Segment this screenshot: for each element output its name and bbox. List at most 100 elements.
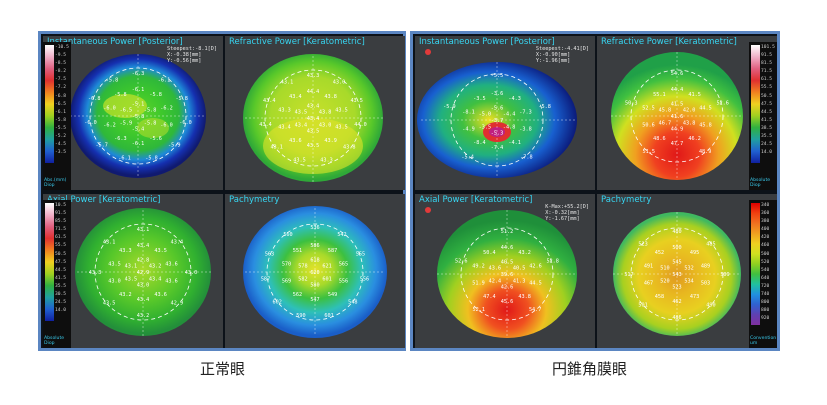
map-value-label: 621 bbox=[322, 264, 331, 270]
kc-pachymetry-values: 5435455325345235205105004954895034734624… bbox=[624, 229, 729, 321]
readout-line: Y:-1.96[mm] bbox=[535, 58, 571, 64]
map-value-label: -5.3 bbox=[491, 131, 504, 137]
map-value-label: -3.7 bbox=[491, 118, 504, 124]
readout-line: Y:-1.67[mm] bbox=[545, 216, 580, 222]
map-value-label: 43.4 bbox=[295, 122, 308, 128]
kc-inst-posterior-map[interactable]: -3.7 -5.6 -4.4 -4.8 -5.3 -3.5 -5.0 -3.6 -4.3 -7.3… bbox=[415, 36, 595, 190]
kc-axial-map[interactable]: 39.6 40.5 40.5 41.3 42.6 42.4 43.6 44.6 43.2 42.6… bbox=[415, 194, 595, 348]
scale-unit: Absolute Diop bbox=[44, 336, 64, 346]
scale-tick: 10.5 bbox=[55, 203, 67, 208]
normal-inst-posterior-color-scale: -10.5 -9.5 -8.5 -8.2 -7.5 -7.2 -6.8 -6.5 -6.1 -5.… bbox=[43, 42, 71, 190]
scale-bar bbox=[45, 203, 54, 321]
map-value-label: 43.2 bbox=[149, 264, 162, 270]
map-value-label: -5.9 bbox=[443, 104, 456, 110]
normal-axial-color-scale: 10.5 91.5 85.5 71.5 61.5 55.5 50.5 47.5 44.5 41.5… bbox=[43, 200, 71, 348]
normal-pachymetry-map[interactable]: 620 618 621 601 580 582 578 586 587 565 556 549 547 5… bbox=[225, 194, 405, 348]
map-value-label: 43.5 bbox=[335, 108, 348, 114]
map-value-label: -6.1 bbox=[118, 156, 131, 162]
map-value-label: 495 bbox=[690, 250, 699, 256]
kc-refractive-title: Refractive Power [Keratometric] bbox=[601, 37, 737, 47]
scale-tick: 71.5 bbox=[761, 69, 773, 75]
map-value-label: 543 bbox=[672, 272, 681, 278]
normal-inst-posterior-readout: Steepest:-8.1[D] X:-0.38[mm] Y:-0.56[mm] bbox=[167, 46, 217, 64]
scale-tick: -9.5 bbox=[55, 53, 67, 59]
scale-tick: -6.1 bbox=[55, 109, 67, 115]
map-value-label: 43.8 bbox=[683, 120, 696, 126]
map-value-label: -6.0 bbox=[103, 106, 116, 112]
map-value-label: 40.5 bbox=[501, 259, 514, 265]
unit-line: Abs.(mm) bbox=[44, 178, 67, 183]
readout-line: Steepest:-8.1[D] bbox=[167, 46, 217, 52]
map-value-label: 43.1 bbox=[281, 80, 294, 86]
map-value-label: 43.4 bbox=[263, 98, 276, 104]
scale-tick: -6.5 bbox=[55, 101, 67, 107]
map-value-label: -7.4 bbox=[491, 145, 504, 151]
kc-axial-values: 39.640.540.541.342.642.443.644.643.242.6… bbox=[455, 229, 559, 313]
map-value-label: 50.6 bbox=[642, 122, 655, 128]
map-value-label: 562 bbox=[293, 292, 302, 298]
map-value-label: 43.6 bbox=[489, 266, 502, 272]
readout-line: X:-0.38[mm] bbox=[167, 52, 202, 58]
kc-pachymetry-map[interactable]: 543 545 532 534 523 520 510 500 495 489 503 473 462 4… bbox=[597, 194, 777, 348]
map-value-label: -6.3 bbox=[132, 71, 145, 77]
map-value-label: 43.4 bbox=[289, 94, 302, 100]
map-value-label: 467 bbox=[644, 280, 653, 286]
scale-tick: 14.0 bbox=[55, 308, 67, 314]
kc-axial-readout: K-Max:+55.2[D] X:-0.32[mm] Y:-1.67[mm] bbox=[545, 204, 589, 222]
steepest-marker bbox=[425, 49, 431, 55]
normal-eye-caption: 正常眼 bbox=[200, 360, 246, 378]
normal-eye-panel: -5.8 -5.1 -5.8 -5.8 -5.4 -5.9 -6.5 -6.1 -5.8 -6.2… bbox=[38, 31, 406, 351]
map-value-label: 486 bbox=[672, 315, 681, 321]
map-value-label: 47.7 bbox=[671, 141, 684, 147]
scale-tick: -7.2 bbox=[55, 85, 67, 91]
map-value-label: 491 bbox=[644, 264, 653, 270]
map-value-label: 44.5 bbox=[699, 106, 712, 112]
map-value-label: 48.9 bbox=[699, 149, 712, 155]
scale-tick: 47.5 bbox=[761, 101, 773, 107]
map-value-label: -5.8 bbox=[132, 114, 145, 120]
map-value-label: 523 bbox=[638, 242, 647, 248]
scale-tick: 420 bbox=[761, 235, 770, 241]
map-value-label: 52.6 bbox=[455, 259, 468, 265]
map-value-label: 555 bbox=[356, 251, 365, 257]
normal-axial-svg: 42.942.843.243.443.043.543.143.443.543.6… bbox=[43, 194, 223, 348]
map-value-label: -4.8 bbox=[503, 124, 515, 130]
map-value-label: -5.0 bbox=[479, 112, 492, 118]
map-value-label: -6.1 bbox=[132, 141, 145, 147]
map-value-label: 43.4 bbox=[307, 103, 320, 109]
scale-bar bbox=[751, 45, 760, 163]
scale-tick: -5.2 bbox=[55, 134, 67, 140]
normal-axial-map[interactable]: 42.9 42.8 43.2 43.4 43.0 43.5 43.1 43.4 43.5 43.6… bbox=[43, 194, 223, 348]
normal-refractive-map[interactable]: 43.4 43.4 43.8 43.0 43.5 43.4 43.5 44.4 43.8 43.5… bbox=[225, 36, 405, 190]
scale-tick: 880 bbox=[761, 308, 770, 314]
map-value-label: 43.8 bbox=[343, 144, 356, 150]
map-value-label: 42.4 bbox=[489, 278, 502, 284]
kc-refractive-map[interactable]: 41.6 41.5 42.0 43.8 44.9 46.7 45.8 44.4 41.5 44.5… bbox=[597, 36, 777, 190]
scale-tick: 35.5 bbox=[55, 283, 67, 289]
map-value-label: -4.3 bbox=[508, 96, 520, 102]
scale-tick: 41.5 bbox=[761, 117, 773, 123]
map-value-label: 43.4 bbox=[259, 122, 272, 128]
map-value-label: 51.5 bbox=[643, 149, 656, 155]
kc-inst-posterior-values: -3.7-5.6-4.4-4.8-5.3-3.5-5.0-3.6-4.3-7.3… bbox=[443, 73, 551, 160]
kc-axial-svg: 39.640.540.541.342.642.443.644.643.242.6… bbox=[415, 194, 595, 348]
map-value-label: -7.8 bbox=[520, 154, 533, 160]
scale-tick: 91.5 bbox=[761, 53, 773, 59]
unit-line: Absolute bbox=[750, 178, 771, 183]
map-value-label: 52.6 bbox=[716, 101, 729, 107]
readout-line: Steepest:-4.41[D] bbox=[535, 46, 589, 52]
map-value-label: 43.5 bbox=[295, 110, 308, 116]
map-value-label: 45.8 bbox=[659, 108, 672, 114]
scale-tick: 61.5 bbox=[55, 235, 67, 241]
map-value-label: 43.0 bbox=[137, 283, 150, 289]
map-value-label: 43.1 bbox=[137, 227, 150, 233]
normal-inst-posterior-map[interactable]: -5.8 -5.1 -5.8 -5.8 -5.4 -5.9 -6.5 -6.1 -5.8 -6.2… bbox=[43, 36, 223, 190]
map-value-label: 54.6 bbox=[671, 71, 684, 77]
map-value-label: 43.8 bbox=[324, 94, 337, 100]
map-value-label: 54.7 bbox=[529, 307, 542, 313]
scale-tick: 85.5 bbox=[55, 219, 67, 225]
map-value-label: 43.6 bbox=[165, 262, 178, 268]
kc-refractive-color-scale: 101.5 91.5 81.5 71.5 61.5 55.5 50.5 47.5 44.5 41.… bbox=[749, 42, 777, 190]
map-value-label: -6.0 bbox=[84, 120, 97, 126]
map-value-label: 45.6 bbox=[501, 299, 514, 305]
